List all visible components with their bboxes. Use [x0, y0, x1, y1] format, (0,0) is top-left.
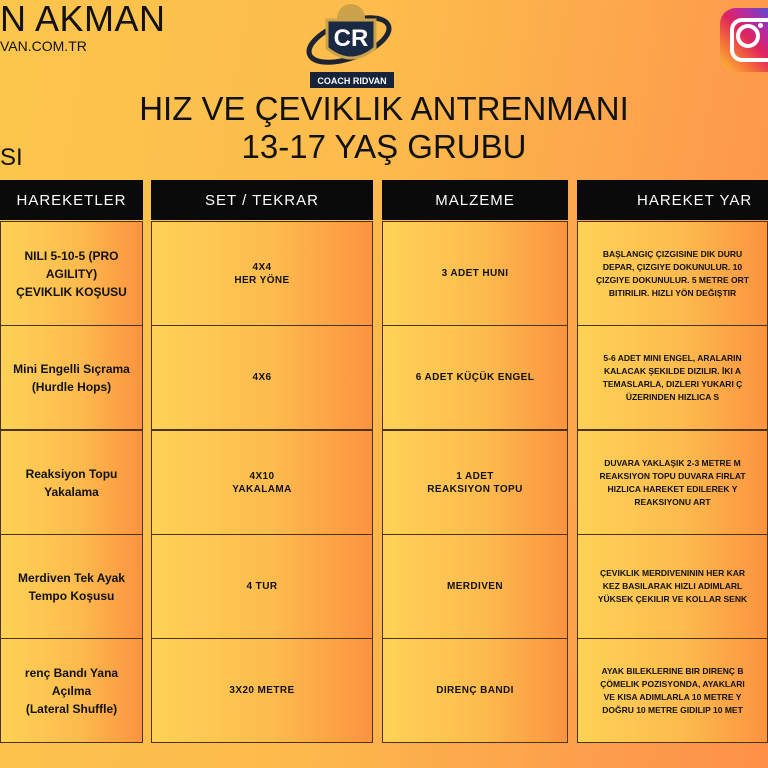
description-cell: DUVARA YAKLAŞIK 2-3 METRE M REAKSIYON TO…: [577, 430, 768, 535]
sets-cell: 4X4 HER YÖNE: [151, 221, 373, 326]
exercise-cell-text: Merdiven Tek Ayak Tempo Koşusu: [18, 570, 125, 603]
sets-cell: 3X20 METRE: [151, 638, 373, 743]
equipment-cell: 1 ADET REAKSIYON TOPU: [382, 430, 568, 535]
svg-text:COACH RIDVAN: COACH RIDVAN: [317, 76, 386, 86]
description-cell-text: DUVARA YAKLAŞIK 2-3 METRE M REAKSIYON TO…: [599, 457, 746, 507]
exercise-cell: Reaksiyon Topu Yakalama: [0, 430, 143, 535]
exercise-cell: Mini Engelli Sıçrama (Hurdle Hops): [0, 325, 143, 430]
page-title: HIZ VE ÇEVIKLIK ANTRENMANI 13-17 YAŞ GRU…: [0, 90, 768, 166]
equipment-cell-text: 6 ADET KÜÇÜK ENGEL: [415, 372, 535, 383]
description-cell: AYAK BILEKLERINE BIR DIRENÇ B ÇÖMELIK PO…: [577, 638, 768, 743]
title-line-2: 13-17 YAŞ GRUBU: [241, 128, 527, 165]
sets-cell-text: 4X10 YAKALAMA: [232, 470, 292, 495]
equipment-cell-text: DIRENÇ BANDI: [436, 685, 514, 696]
sets-cell: 4 TUR: [151, 534, 373, 639]
exercise-cell-text: NILI 5-10-5 (PRO AGILITY) ÇEVIKLIK KOŞUS…: [16, 248, 127, 299]
subtitle-fragment: SI: [0, 144, 23, 171]
exercise-cell-text: Mini Engelli Sıçrama (Hurdle Hops): [13, 361, 130, 394]
svg-text:CR: CR: [334, 25, 369, 52]
description-cell-text: 5-6 ADET MINI ENGEL, ARALARIN KALACAK ŞE…: [602, 352, 743, 402]
description-cell: 5-6 ADET MINI ENGEL, ARALARIN KALACAK ŞE…: [577, 325, 768, 430]
brand-name: N AKMAN: [0, 0, 166, 39]
sets-cell-text: 4X4 HER YÖNE: [234, 261, 290, 286]
exercise-cell-text: renç Bandı Yana Açılma (Lateral Shuffle): [24, 665, 119, 716]
brand-url: VAN.COM.TR: [0, 38, 87, 54]
instagram-icon[interactable]: [720, 8, 768, 72]
equipment-cell: 6 ADET KÜÇÜK ENGEL: [382, 325, 568, 430]
coach-ridvan-logo: CR COACH RIDVAN: [303, 2, 399, 90]
sets-cell: 4X6: [151, 325, 373, 430]
sets-cell-text: 4 TUR: [246, 581, 278, 592]
column-header-exercises: HAREKETLER: [0, 180, 143, 220]
description-cell-text: AYAK BILEKLERINE BIR DIRENÇ B ÇÖMELIK PO…: [600, 665, 745, 715]
exercise-cell: NILI 5-10-5 (PRO AGILITY) ÇEVIKLIK KOŞUS…: [0, 221, 143, 326]
exercise-cell: Merdiven Tek Ayak Tempo Koşusu: [0, 534, 143, 639]
exercise-cell: renç Bandı Yana Açılma (Lateral Shuffle): [0, 638, 143, 743]
exercise-cell-text: Reaksiyon Topu Yakalama: [25, 466, 118, 499]
column-header-sets: SET / TEKRAR: [151, 180, 373, 220]
column-header-description: HAREKET YAR: [577, 180, 768, 220]
description-cell-text: BAŞLANGIÇ ÇIZGISINE DIK DURU DEPAR, ÇIZG…: [595, 248, 749, 298]
sets-cell-text: 3X20 METRE: [229, 685, 295, 696]
equipment-cell: 3 ADET HUNI: [382, 221, 568, 326]
sets-cell-text: 4X6: [252, 372, 272, 383]
equipment-cell-text: 3 ADET HUNI: [441, 268, 509, 279]
equipment-cell-text: MERDIVEN: [447, 581, 503, 592]
title-line-1: HIZ VE ÇEVIKLIK ANTRENMANI: [139, 90, 629, 127]
description-cell-text: ÇEVIKLIK MERDIVENININ HER KAR KEZ BASILA…: [597, 568, 748, 604]
description-cell: BAŞLANGIÇ ÇIZGISINE DIK DURU DEPAR, ÇIZG…: [577, 221, 768, 326]
sets-cell: 4X10 YAKALAMA: [151, 430, 373, 535]
equipment-cell-text: 1 ADET REAKSIYON TOPU: [427, 470, 523, 495]
description-cell: ÇEVIKLIK MERDIVENININ HER KAR KEZ BASILA…: [577, 534, 768, 639]
equipment-cell: DIRENÇ BANDI: [382, 638, 568, 743]
equipment-cell: MERDIVEN: [382, 534, 568, 639]
column-header-equipment: MALZEME: [382, 180, 568, 220]
